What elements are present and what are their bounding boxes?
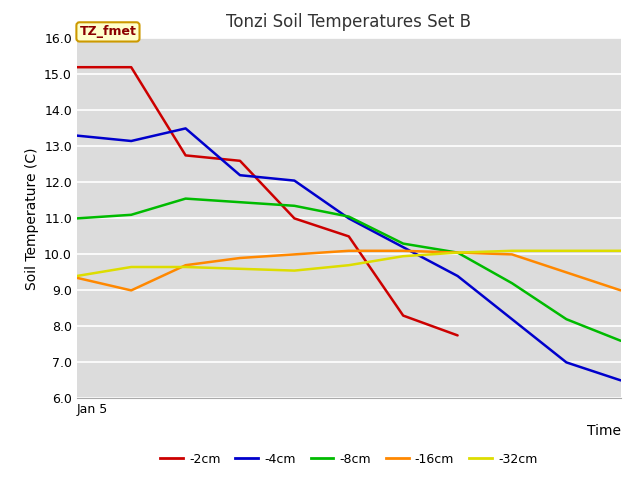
Legend: -2cm, -4cm, -8cm, -16cm, -32cm: -2cm, -4cm, -8cm, -16cm, -32cm	[156, 448, 542, 471]
Title: Tonzi Soil Temperatures Set B: Tonzi Soil Temperatures Set B	[227, 13, 471, 31]
Text: TZ_fmet: TZ_fmet	[79, 25, 136, 38]
Y-axis label: Soil Temperature (C): Soil Temperature (C)	[24, 147, 38, 289]
Text: Time: Time	[587, 423, 621, 438]
